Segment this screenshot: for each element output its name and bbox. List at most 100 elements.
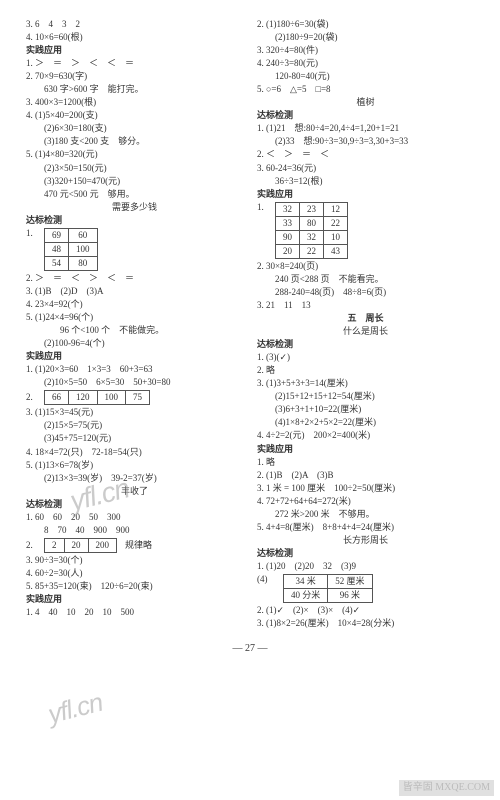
text-line: 96 个<100 个 不能做完。: [26, 324, 243, 337]
text-line: 4. 4÷2=2(元) 200×2=400(米): [257, 429, 474, 442]
text-line: 3. (1)3+5+3+3=14(厘米): [257, 377, 474, 390]
text-line: 3. 60-24=36(元): [257, 162, 474, 175]
watermark: yfl.cn: [44, 684, 106, 734]
text-line: 5. 4+4=8(厘米) 8+8+4+4=24(厘米): [257, 521, 474, 534]
text-line: 4. 72+72+64+64=272(米): [257, 495, 474, 508]
section-heading: 实践应用: [26, 350, 243, 363]
page-container: 3. 6 4 3 2 4. 10×6=60(根) 实践应用 1. ＞ ＝ ＞ ＜…: [0, 0, 500, 638]
table-cell: 100: [69, 242, 98, 256]
text-line: 5. (1)24×4=96(个): [26, 311, 243, 324]
list-number: (4): [257, 573, 283, 586]
text-line: 植树: [257, 96, 474, 109]
text-line: 2. (1)✓ (2)× (3)× (4)✓: [257, 604, 474, 617]
text-line: 4. 60÷2=30(人): [26, 567, 243, 580]
table-cell: 23: [300, 202, 324, 216]
text-line: 3. 320÷4=80(件): [257, 44, 474, 57]
table-cell: 66: [45, 391, 69, 405]
table-cell: 22: [324, 216, 348, 230]
text-line: 4. 10×6=60(根): [26, 31, 243, 44]
text-line: 4. 18×4=72(只) 72-18=54(只): [26, 446, 243, 459]
text-line: 1. (1)20 (2)20 32 (3)9: [257, 560, 474, 573]
sub-heading: 什么是周长: [257, 325, 474, 338]
text-line: 1. 4 40 10 20 10 500: [26, 606, 243, 619]
text-line: 630 字>600 字 能打完。: [26, 83, 243, 96]
text-line: 4. 240÷3=80(元): [257, 57, 474, 70]
sub-heading: 长方形周长: [257, 534, 474, 547]
text-line: 1. (1)21 想:80÷4=20,4÷4=1,20+1=21: [257, 122, 474, 135]
text-line: 272 米>200 米 不够用。: [257, 508, 474, 521]
table-cell: 34 米: [284, 574, 328, 588]
text-line: 8 70 40 900 900: [26, 524, 243, 537]
table-cell: 90: [276, 230, 300, 244]
table-cell: 48: [45, 242, 69, 256]
text-line: 2. (1)180÷6=30(袋): [257, 18, 474, 31]
text-line: 4. 23×4=92(个): [26, 298, 243, 311]
text-line: 5. 85+35=120(束) 120÷6=20(束): [26, 580, 243, 593]
answer-table: 34 米52 厘米 40 分米96 米: [283, 574, 373, 603]
text-line: (2)6×30=180(支): [26, 122, 243, 135]
text-line: 丰收了: [26, 485, 243, 498]
text-line: (3)6+3+1+10=22(厘米): [257, 403, 474, 416]
text-line: (2)3×50=150(元): [26, 162, 243, 175]
text-line: 3. (1)B (2)D (3)A: [26, 285, 243, 298]
text-line: 1. (3)(✓): [257, 351, 474, 364]
table-cell: 80: [300, 216, 324, 230]
table-cell: 80: [69, 256, 98, 270]
left-column: 3. 6 4 3 2 4. 10×6=60(根) 实践应用 1. ＞ ＝ ＞ ＜…: [26, 18, 243, 630]
text-line: (3)180 支<200 支 够分。: [26, 135, 243, 148]
text-line: 1. (1)20×3=60 1×3=3 60+3=63: [26, 363, 243, 376]
table-cell: 100: [97, 391, 126, 405]
table-cell: 12: [324, 202, 348, 216]
text-line: 5. (1)13×6=78(岁): [26, 459, 243, 472]
text-line: 36÷3=12(根): [257, 175, 474, 188]
text-line: 5. ○=6 △=5 □=8: [257, 83, 474, 96]
table-cell: 20: [276, 244, 300, 258]
table-cell: 60: [69, 228, 98, 242]
text-line: 2. ＞ ＝ ＜ ＞ ＜ ＝: [26, 272, 243, 285]
text-line: 3. 400×3=1200(根): [26, 96, 243, 109]
text-line: 3. (1)8×2=26(厘米) 10×4=28(分米): [257, 617, 474, 630]
text-line: 470 元<500 元 够用。: [26, 188, 243, 201]
section-heading: 达标检测: [257, 338, 474, 351]
section-heading: 达标检测: [257, 109, 474, 122]
table-cell: 200: [88, 538, 117, 552]
table-cell: 32: [300, 230, 324, 244]
table-cell: 75: [126, 391, 150, 405]
text-line: (2)15+12+15+12=54(厘米): [257, 390, 474, 403]
list-number: 1.: [257, 201, 275, 214]
table-cell: 52 厘米: [328, 574, 372, 588]
answer-table: 322312 338022 903210 202243: [275, 202, 348, 259]
table-cell: 54: [45, 256, 69, 270]
text-line: 3. 21 11 13: [257, 299, 474, 312]
text-line: (3)320+150=470(元): [26, 175, 243, 188]
table-cell: 32: [276, 202, 300, 216]
text-line: 1. 略: [257, 456, 474, 469]
text-line: 2. (1)B (2)A (3)B: [257, 469, 474, 482]
section-heading: 实践应用: [257, 443, 474, 456]
text-line: (2)15×5=75(元): [26, 419, 243, 432]
table-cell: 43: [324, 244, 348, 258]
text-line: (2)10×5=50 6×5=30 50+30=80: [26, 376, 243, 389]
page-number: — 27 —: [0, 638, 500, 657]
list-number: 2.: [26, 539, 44, 552]
text-line: 5. (1)4×80=320(元): [26, 148, 243, 161]
table-cell: 10: [324, 230, 348, 244]
text-line: 3. 6 4 3 2: [26, 18, 243, 31]
table-cell: 22: [300, 244, 324, 258]
section-heading: 实践应用: [26, 593, 243, 606]
text-line: (4)1×8+2×2+5×2=22(厘米): [257, 416, 474, 429]
text-line: 2. ＜ ＞ ＝ ＜: [257, 148, 474, 161]
text-line: 需要多少钱: [26, 201, 243, 214]
text-inline: 规律略: [117, 539, 152, 552]
text-line: (2)13×3=39(岁) 39-2=37(岁): [26, 472, 243, 485]
text-line: 1. 60 60 20 50 300: [26, 511, 243, 524]
table-cell: 69: [45, 228, 69, 242]
table-cell: 120: [69, 391, 98, 405]
text-line: (2)33 想:90÷3=30,9÷3=3,30+3=33: [257, 135, 474, 148]
text-line: 2. 30×8=240(页): [257, 260, 474, 273]
text-line: (2)180÷9=20(袋): [257, 31, 474, 44]
brand-watermark: 皆辛固 MXQE.COM: [399, 780, 494, 797]
table-cell: 40 分米: [284, 589, 328, 603]
text-line: (3)45+75=120(元): [26, 432, 243, 445]
table-cell: 33: [276, 216, 300, 230]
